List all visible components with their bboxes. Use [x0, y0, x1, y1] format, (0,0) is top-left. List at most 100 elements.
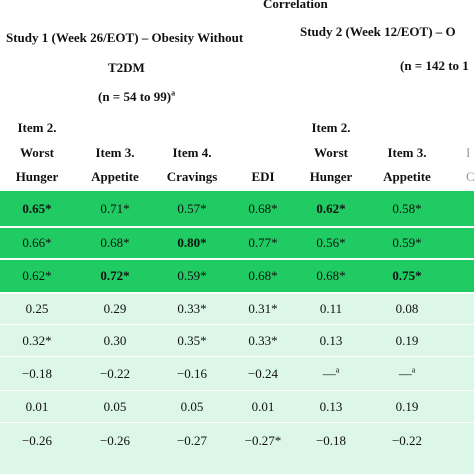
study1-n-sup: a — [171, 88, 176, 98]
cell-value: 0.68* — [316, 268, 346, 283]
table-cell: 0.68* — [296, 268, 366, 284]
cell-value: 0.80* — [177, 235, 207, 250]
study1-n-text: (n = 54 to 99) — [98, 89, 172, 104]
cell-value: −0.24 — [247, 366, 279, 381]
cell-value: 0.56* — [316, 235, 346, 250]
column-header-3-line-2: Item 4. — [172, 145, 212, 160]
table-cell: 0.71* — [80, 201, 150, 217]
study1-title-line2: T2DM — [108, 60, 145, 75]
column-header-7-line-3: C — [466, 169, 474, 184]
table-cell: −0.27 — [157, 433, 227, 449]
cell-value: −0.18 — [21, 366, 53, 381]
table-cell: 0.75* — [372, 268, 442, 284]
cell-value: — — [322, 366, 336, 381]
table-row: 0.62* 0.72* 0.59* 0.68* 0.68* 0.75* — [0, 259, 474, 292]
table-row: −0.26 −0.26 −0.27 −0.27* −0.18 −0.22 — [0, 423, 474, 474]
table-cell: 0.19 — [372, 399, 442, 415]
table-cell: −0.24 — [228, 366, 298, 382]
cell-value: 0.33* — [248, 333, 278, 348]
row-divider — [0, 258, 474, 260]
cell-value: 0.35* — [177, 333, 207, 348]
column-header-6-line-3: Appetite — [383, 169, 431, 184]
cell-value: 0.05 — [180, 399, 204, 414]
cell-value: 0.32* — [22, 333, 52, 348]
cell-value: 0.71* — [100, 201, 130, 216]
cell-value: 0.57* — [177, 201, 207, 216]
table-cell: −0.22 — [372, 433, 442, 449]
table-row: 0.25 0.29 0.33* 0.31* 0.11 0.08 — [0, 293, 474, 324]
table-row: 0.66* 0.68* 0.80* 0.77* 0.56* 0.59* — [0, 227, 474, 258]
table-row: 0.65* 0.71* 0.57* 0.68* 0.62* 0.58* — [0, 191, 474, 226]
cell-value: 0.62* — [22, 268, 52, 283]
table-cell: 0.72* — [80, 268, 150, 284]
table-cell: 0.68* — [228, 201, 298, 217]
table-cell: 0.68* — [80, 235, 150, 251]
cell-value: 0.11 — [319, 301, 343, 316]
column-header-4-line-3: EDI — [251, 169, 275, 184]
table-cell: −0.27* — [228, 433, 298, 449]
table-row: 0.32* 0.30 0.35* 0.33* 0.13 0.19 — [0, 325, 474, 356]
cell-value: 0.29 — [103, 301, 127, 316]
column-header-5-line-1: Item 2. — [311, 120, 351, 135]
cell-value: −0.16 — [176, 366, 208, 381]
cell-value: 0.68* — [248, 201, 278, 216]
cell-value: 0.72* — [100, 268, 130, 283]
table-cell: 0.65* — [2, 201, 72, 217]
table-cell: 0.35* — [157, 333, 227, 349]
cell-value: −0.18 — [315, 433, 347, 448]
table-cell: 0.31* — [228, 301, 298, 317]
table-cell: 0.13 — [296, 333, 366, 349]
cell-footnote: a — [335, 365, 340, 375]
cell-value: 0.68* — [100, 235, 130, 250]
table-cell: 0.33* — [228, 333, 298, 349]
cell-footnote: a — [411, 365, 416, 375]
cell-value: −0.27* — [244, 433, 282, 448]
table-cell: 0.29 — [80, 301, 150, 317]
table-cell: —a — [296, 366, 366, 382]
cell-value: 0.30 — [103, 333, 127, 348]
table-cell: 0.30 — [80, 333, 150, 349]
table-cell: 0.01 — [2, 399, 72, 415]
table-cell: 0.13 — [296, 399, 366, 415]
cell-value: 0.13 — [319, 333, 343, 348]
cell-value: 0.66* — [22, 235, 52, 250]
cell-value: −0.27 — [176, 433, 208, 448]
table-cell: 0.80* — [157, 235, 227, 251]
cell-value: −0.26 — [99, 433, 131, 448]
cell-value: 0.31* — [248, 301, 278, 316]
table-cell: 0.11 — [296, 301, 366, 317]
study1-n: (n = 54 to 99)a — [98, 89, 175, 105]
table-cell: 0.77* — [228, 235, 298, 251]
cell-value: 0.19 — [395, 333, 419, 348]
cell-value: 0.65* — [22, 201, 52, 216]
table-cell: −0.26 — [80, 433, 150, 449]
cell-value: 0.75* — [392, 268, 422, 283]
cell-value: — — [398, 366, 412, 381]
study2-n: (n = 142 to 1 — [400, 58, 469, 73]
table-cell: 0.59* — [157, 268, 227, 284]
table-cell: −0.16 — [157, 366, 227, 382]
table-cell: 0.32* — [2, 333, 72, 349]
cell-value: 0.01 — [251, 399, 275, 414]
column-header-5-line-3: Hunger — [309, 169, 353, 184]
table-cell: 0.19 — [372, 333, 442, 349]
cell-value: 0.68* — [248, 268, 278, 283]
cell-value: 0.77* — [248, 235, 278, 250]
cell-value: 0.13 — [319, 399, 343, 414]
cell-value: 0.05 — [103, 399, 127, 414]
table-cell: −0.26 — [2, 433, 72, 449]
cell-value: 0.62* — [316, 201, 346, 216]
cell-value: 0.59* — [392, 235, 422, 250]
column-header-6-line-2: Item 3. — [387, 145, 427, 160]
table-cell: 0.05 — [157, 399, 227, 415]
study2-title-line1: Study 2 (Week 12/EOT) – O — [300, 24, 456, 39]
table-cell: —a — [372, 366, 442, 382]
column-header-5-line-2: Worst — [314, 145, 348, 160]
column-header-1-line-2: Worst — [20, 145, 54, 160]
table-cell: 0.25 — [2, 301, 72, 317]
column-header-2-line-2: Item 3. — [95, 145, 135, 160]
cell-value: 0.19 — [395, 399, 419, 414]
row-divider — [0, 226, 474, 228]
study1-title-line1: Study 1 (Week 26/EOT) – Obesity Without — [6, 30, 244, 45]
table-cell: 0.08 — [372, 301, 442, 317]
